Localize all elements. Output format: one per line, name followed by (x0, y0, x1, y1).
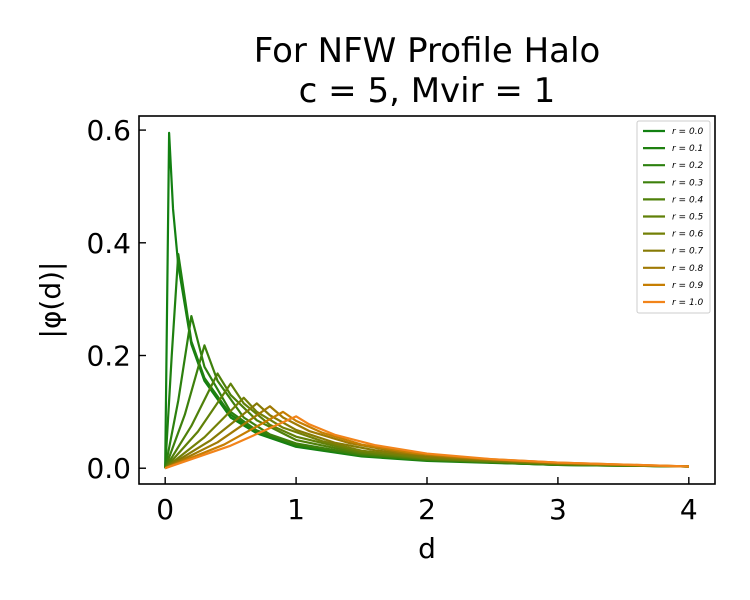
y-tick-label-2: 0.4 (86, 227, 131, 260)
chart-title-line-1: For NFW Profile Halo (254, 31, 601, 71)
series-group (164, 131, 689, 470)
plot-area: 0 1 2 3 4 0.0 0.2 0.4 0.6 (86, 114, 716, 526)
legend-label-6: r = 0.6 (672, 230, 704, 240)
legend-label-2: r = 0.2 (672, 161, 704, 171)
legend-label-4: r = 0.4 (672, 195, 704, 205)
x-axis: 0 1 2 3 4 (156, 477, 698, 526)
x-axis-label: d (418, 532, 436, 565)
legend-label-5: r = 0.5 (672, 213, 704, 223)
legend-frame (636, 120, 711, 314)
legend-label-1: r = 0.1 (672, 144, 703, 154)
y-axis-label: |φ(d)| (34, 262, 67, 339)
x-tick-label-2: 2 (418, 493, 436, 526)
legend: r = 0.0 r = 0.1 r = 0.2 r = 0.3 r = 0.4 r = 0… (636, 120, 711, 314)
x-tick-label-1: 1 (287, 493, 305, 526)
legend-label-10: r = 1.0 (672, 298, 704, 308)
legend-label-8: r = 0.8 (672, 264, 704, 274)
series-line-10 (164, 415, 689, 470)
legend-label-3: r = 0.3 (672, 178, 704, 188)
y-tick-label-3: 0.6 (86, 114, 131, 147)
legend-label-9: r = 0.9 (672, 281, 704, 291)
y-axis: 0.0 0.2 0.4 0.6 (86, 114, 146, 485)
y-tick-label-0: 0.0 (86, 452, 131, 485)
legend-label-7: r = 0.7 (672, 247, 704, 257)
chart-title-line-2: c = 5, Mvir = 1 (299, 71, 556, 111)
y-tick-label-1: 0.2 (86, 340, 131, 373)
x-tick-label-4: 4 (680, 493, 698, 526)
x-tick-label-0: 0 (156, 493, 174, 526)
legend-label-0: r = 0.0 (672, 127, 704, 137)
x-tick-label-3: 3 (549, 493, 567, 526)
